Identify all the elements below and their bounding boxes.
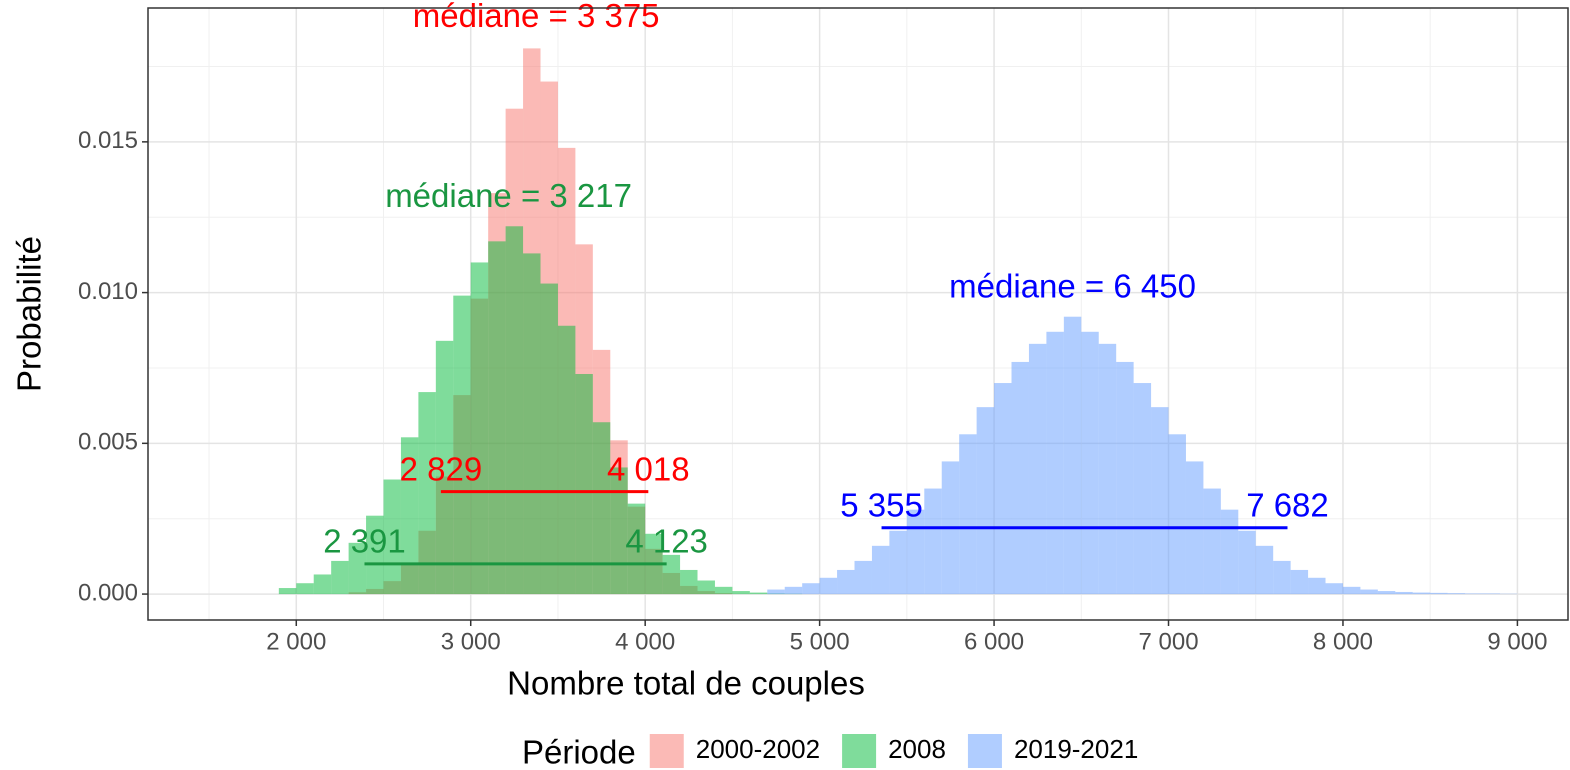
y-tick-label: 0.010 [78, 278, 138, 305]
histogram-bar [871, 545, 890, 595]
histogram-bar [453, 295, 471, 595]
histogram-bar [906, 509, 925, 595]
x-tick-label: 5 000 [790, 628, 850, 655]
histogram-bar [959, 434, 977, 595]
histogram-bar [1482, 593, 1500, 595]
histogram-bar [1325, 583, 1343, 595]
median-label: médiane = 3 217 [385, 177, 632, 214]
histogram-bar [1273, 560, 1291, 595]
interval-label: 2 829 [400, 450, 483, 487]
histogram-bar [784, 586, 803, 595]
histogram-bar [1430, 592, 1448, 595]
histogram-bar [1168, 434, 1186, 595]
histogram-bar [418, 392, 436, 595]
histogram-bar [1046, 331, 1064, 595]
histogram-bar [540, 283, 558, 595]
histogram-bar [1447, 593, 1466, 595]
x-tick-label: 2 000 [266, 628, 326, 655]
histogram-bar [523, 253, 541, 595]
histogram-bar [749, 592, 768, 595]
median-label: médiane = 3 375 [413, 0, 660, 34]
histogram-bar [313, 574, 332, 595]
interval-label: 2 391 [323, 523, 406, 560]
histogram-bar [278, 588, 297, 595]
histogram-bar [1290, 569, 1309, 595]
histogram-bar [837, 569, 855, 595]
histogram-bar [662, 554, 681, 595]
histogram-bar [575, 373, 593, 595]
histogram-bar [1238, 530, 1256, 595]
histogram-bar [819, 577, 838, 595]
histogram-bar [610, 467, 628, 595]
x-tick-label: 9 000 [1487, 628, 1547, 655]
interval-label: 4 123 [625, 523, 708, 560]
x-tick-label: 7 000 [1138, 628, 1198, 655]
median-label: médiane = 6 450 [949, 267, 1196, 304]
legend-label: 2000-2002 [696, 734, 820, 764]
y-tick-label: 0.005 [78, 429, 138, 456]
histogram-bar [1377, 591, 1396, 595]
histogram-bar [1255, 545, 1274, 595]
legend-key [649, 734, 684, 768]
x-axis-title: Nombre total de couples [507, 665, 865, 702]
histogram-bar [296, 583, 314, 595]
histogram-bar [1116, 361, 1134, 595]
x-tick-label: 3 000 [441, 628, 501, 655]
histogram-bar [400, 437, 419, 595]
histogram-bar [976, 407, 995, 595]
histogram-bar [1342, 586, 1361, 595]
histogram-bar [557, 325, 576, 595]
histogram-bar [802, 583, 820, 595]
y-axis-title: Probabilité [11, 236, 48, 392]
histogram-bar [1028, 343, 1047, 595]
histogram-bar [1133, 383, 1152, 595]
y-tick-label: 0.000 [78, 579, 138, 606]
histogram-bar [714, 586, 733, 595]
legend-key [967, 734, 1002, 768]
x-tick-label: 4 000 [615, 628, 675, 655]
legend-label: 2019-2021 [1014, 734, 1138, 764]
histogram-bar [627, 503, 646, 595]
histogram-bar [732, 591, 750, 595]
interval-label: 4 018 [607, 450, 690, 487]
interval-label: 5 355 [840, 486, 923, 523]
histogram-bar [924, 488, 942, 595]
histogram-bar [1098, 343, 1117, 595]
histogram-bar [1081, 331, 1099, 595]
histogram-bar [889, 530, 907, 595]
histogram-bar [348, 542, 367, 595]
histogram-bar [697, 580, 715, 595]
histogram-bar [470, 262, 489, 595]
histogram-bar [1063, 316, 1082, 595]
histogram-bar [592, 422, 611, 595]
histogram-bar [1203, 488, 1221, 595]
x-tick-label: 6 000 [964, 628, 1024, 655]
legend-title: Période [522, 734, 636, 770]
histogram-bar [1465, 593, 1483, 595]
histogram-bar [994, 383, 1012, 595]
histogram-bar [1220, 509, 1239, 595]
panel-border [147, 7, 1569, 621]
histogram-bar [383, 479, 401, 595]
histogram-bar [435, 340, 454, 595]
interval-label: 7 682 [1246, 486, 1329, 523]
histogram-bar [1308, 577, 1326, 595]
legend-label: 2008 [888, 734, 946, 764]
legend-key [842, 734, 877, 768]
histogram-bar [1395, 591, 1413, 595]
histogram-bar [1011, 361, 1029, 595]
x-tick-label: 8 000 [1313, 628, 1373, 655]
y-tick-label: 0.015 [78, 127, 138, 154]
histogram-bar [1151, 407, 1169, 595]
histogram-bar [1412, 592, 1431, 595]
histogram-bar [767, 589, 785, 595]
histogram-bar [488, 241, 506, 595]
histogram-bar [680, 569, 698, 595]
histogram-bar [854, 560, 872, 595]
histogram-bar [331, 560, 349, 595]
histogram-bar [1360, 589, 1378, 595]
histogram-bar [366, 515, 384, 595]
histogram-bar [505, 226, 524, 595]
